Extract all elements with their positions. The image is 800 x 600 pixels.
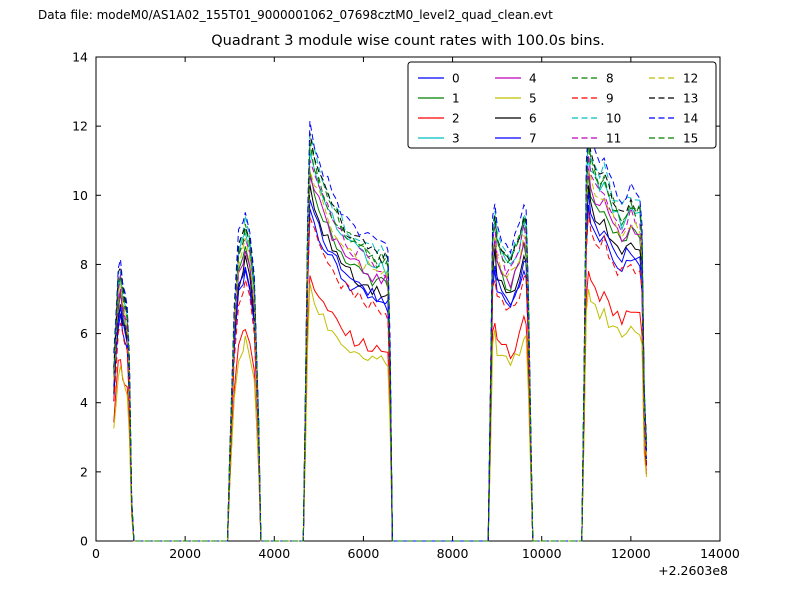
x-tick-label-4: 8000 <box>437 546 469 561</box>
series-line-13 <box>113 132 647 542</box>
series-line-8 <box>113 138 647 542</box>
series-line-11 <box>113 154 647 542</box>
series-line-3 <box>113 151 647 542</box>
legend-entry-label-1: 1 <box>452 92 460 106</box>
x-tick-label-7: 14000 <box>700 546 740 561</box>
series-line-15 <box>113 142 647 542</box>
x-tick-label-5: 10000 <box>522 546 562 561</box>
series-line-2 <box>113 271 647 542</box>
legend-entry-label-3: 3 <box>452 132 460 146</box>
series-line-9 <box>113 211 647 542</box>
y-tick-label-1: 2 <box>80 464 88 479</box>
legend-entry-label-5: 5 <box>529 92 537 106</box>
series-line-4 <box>113 168 647 542</box>
x-tick-label-1: 2000 <box>169 546 201 561</box>
y-tick-label-6: 12 <box>72 119 88 134</box>
legend-entry-label-8: 8 <box>606 72 614 86</box>
series-line-5 <box>113 283 647 542</box>
legend-entry-label-6: 6 <box>529 112 537 126</box>
legend-entry-label-12: 12 <box>683 72 698 86</box>
legend-entry-label-9: 9 <box>606 92 614 106</box>
legend-entry-label-4: 4 <box>529 72 537 86</box>
x-axis-offset-label: +2.2603e8 <box>658 563 728 578</box>
x-tick-label-3: 6000 <box>348 546 380 561</box>
legend-box <box>407 61 717 149</box>
series-line-6 <box>113 184 647 542</box>
y-tick-label-5: 10 <box>72 188 88 203</box>
y-tick-label-0: 0 <box>80 534 88 549</box>
chart-title: Quadrant 3 module wise count rates with … <box>211 33 605 49</box>
legend-entry-label-7: 7 <box>529 132 537 146</box>
y-tick-label-4: 8 <box>80 257 88 272</box>
y-tick-label-3: 6 <box>80 326 88 341</box>
x-tick-label-0: 0 <box>92 546 100 561</box>
datafile-label: Data file: modeM0/AS1A02_155T01_90000010… <box>38 8 553 22</box>
legend-entry-label-2: 2 <box>452 112 460 126</box>
series-line-14 <box>113 121 647 542</box>
series-line-10 <box>113 132 647 542</box>
legend-entry-label-0: 0 <box>452 72 460 86</box>
x-tick-label-6: 12000 <box>611 546 651 561</box>
legend-entry-label-10: 10 <box>606 112 621 126</box>
series-line-1 <box>113 170 647 542</box>
legend-entry-label-14: 14 <box>683 112 698 126</box>
legend-entry-label-15: 15 <box>683 132 698 146</box>
x-tick-label-2: 4000 <box>258 546 290 561</box>
legend-entry-label-13: 13 <box>683 92 698 106</box>
y-tick-label-2: 4 <box>80 395 88 410</box>
y-tick-label-7: 14 <box>72 50 88 65</box>
series-line-7 <box>113 191 647 542</box>
legend-entry-label-11: 11 <box>606 132 621 146</box>
series-line-12 <box>113 170 647 542</box>
